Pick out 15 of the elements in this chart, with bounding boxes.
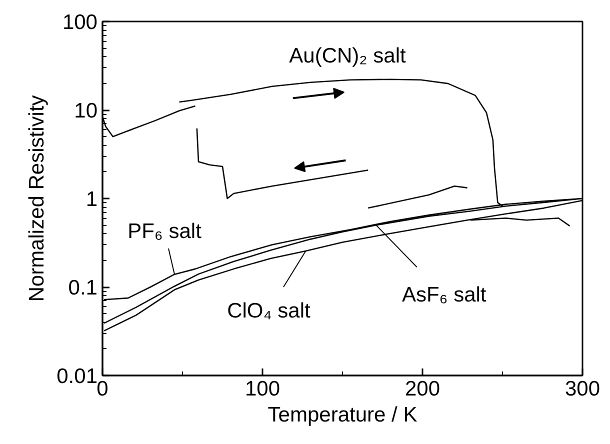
y-tick-label: 0.01 <box>56 365 98 388</box>
x-tick-label: 200 <box>404 378 440 400</box>
annotation: PF₆ salt <box>128 220 202 243</box>
x-axis-title: Temperature / K <box>268 404 418 426</box>
y-tick-label: 1 <box>86 188 98 211</box>
x-tick-label: 100 <box>244 378 280 400</box>
y-tick-label: 100 <box>62 11 98 34</box>
annotation: AsF₆ salt <box>402 284 486 307</box>
annotation: ClO₄ salt <box>227 300 310 323</box>
y-tick-label: 10 <box>74 100 98 122</box>
y-tick-label: 0.1 <box>68 276 98 300</box>
x-tick-label: 0 <box>96 378 108 400</box>
y-axis-title: Normalized Resistivity <box>26 94 49 302</box>
x-tick-label: 300 <box>564 378 600 400</box>
annotation: Au(CN)₂ salt <box>289 44 406 68</box>
